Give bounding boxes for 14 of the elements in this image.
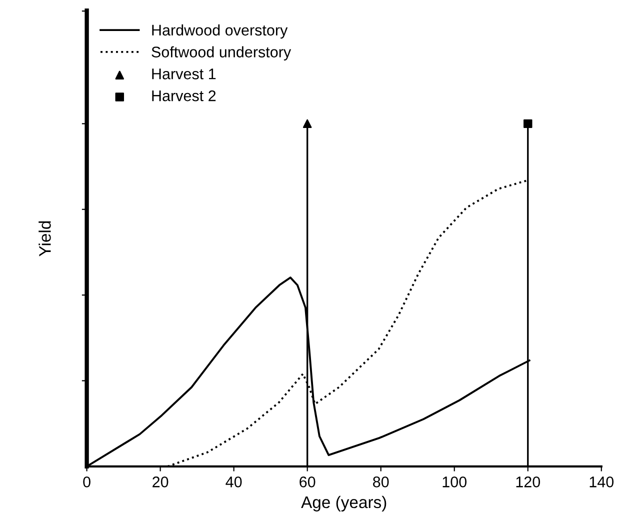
x-axis-title: Age (years) (301, 496, 386, 512)
legend-label: Softwood understory (152, 46, 292, 60)
x-tick-label: 140 (590, 476, 614, 488)
x-tick-label: 0 (83, 476, 90, 488)
x-tick-label: 20 (152, 476, 168, 488)
legend-label: Hardwood overstory (152, 24, 288, 39)
x-tick-label: 120 (516, 476, 540, 488)
x-tick-label: 80 (373, 476, 389, 488)
x-tick-label: 40 (226, 476, 242, 488)
y-axis-title: Yield (38, 221, 51, 256)
x-tick-label: 100 (442, 476, 467, 488)
legend-label: Harvest 1 (152, 68, 216, 80)
legend-label: Harvest 2 (152, 90, 216, 102)
x-tick-label: 60 (300, 476, 316, 488)
